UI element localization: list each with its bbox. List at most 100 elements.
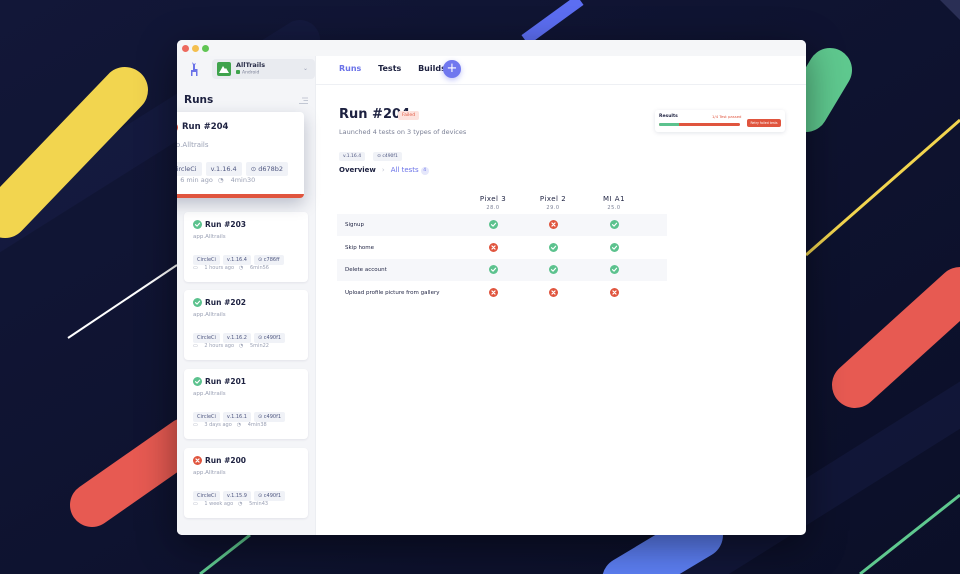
runs-heading: Runs xyxy=(184,94,214,106)
table-row[interactable]: Signup xyxy=(337,214,667,236)
project-selector[interactable]: AllTrails Android ⌄ xyxy=(212,59,315,79)
top-nav: Runs Tests Builds xyxy=(339,64,460,73)
clock-icon: ◔ xyxy=(236,422,243,428)
device-name: Pixel 3 xyxy=(479,195,507,203)
run-card-tags: CircleCi v.1.16.4 ⊙ c786ff xyxy=(193,246,287,265)
blue-stripe-bottom xyxy=(602,512,723,574)
commit-tag: ⊙ c490f1 xyxy=(373,152,402,161)
version-tag: v.1.16.1 xyxy=(222,412,251,422)
project-name: AllTrails xyxy=(236,61,266,69)
run-description: Launched 4 tests on 3 types of devices xyxy=(339,128,467,136)
github-icon: ⊙ xyxy=(258,414,264,420)
run-card-app: app.Alltrails xyxy=(193,470,226,476)
tab-builds[interactable]: Builds xyxy=(418,64,446,73)
run-card-tags: CircleCi v.1.16.2 ⊙ c490f1 xyxy=(193,324,288,343)
close-window-button[interactable] xyxy=(182,45,189,52)
header-divider xyxy=(316,84,806,85)
results-label: Results xyxy=(659,114,678,119)
add-button[interactable]: + xyxy=(443,60,461,78)
run-duration: 5min43 xyxy=(249,501,269,507)
run-card[interactable]: Run #203 app.Alltrails CircleCi v.1.16.4 ⊙ c… xyxy=(184,212,308,282)
chevron-down-icon: ⌄ xyxy=(302,65,308,72)
tab-overview[interactable]: Overview xyxy=(339,166,376,174)
check-circle-icon xyxy=(193,377,202,386)
github-icon: ⊙ xyxy=(258,335,264,341)
minimize-window-button[interactable] xyxy=(192,45,199,52)
ci-tag: CircleCi xyxy=(193,491,220,501)
project-platform: Android xyxy=(236,70,259,76)
run-card-app: app.Alltrails xyxy=(193,312,226,318)
clock-icon: ◔ xyxy=(239,265,245,271)
run-card-meta: ▭ 2 hours ago ◔ 5min22 xyxy=(193,343,274,349)
llama-logo-icon[interactable] xyxy=(189,61,201,77)
blue-line-top xyxy=(521,0,584,45)
sidebar: AllTrails Android ⌄ Runs Run #204 app.All… xyxy=(177,56,316,535)
calendar-icon: ▭ xyxy=(193,343,200,349)
ci-tag: CircleCi xyxy=(193,255,220,265)
filter-lines-icon[interactable] xyxy=(299,97,308,105)
app-window: AllTrails Android ⌄ Runs Run #204 app.All… xyxy=(177,40,806,535)
status-badge: Failed xyxy=(398,111,420,120)
run-card-app: app.Alltrails xyxy=(177,141,209,149)
table-row[interactable]: Skip home xyxy=(337,237,667,259)
run-card[interactable]: Run #200 app.Alltrails CircleCi v.1.15.9 ⊙ c… xyxy=(184,448,308,518)
x-circle-icon xyxy=(488,287,498,297)
calendar-icon: ▭ xyxy=(193,422,200,428)
run-card-meta: ▭ 6 min ago◔ 4min30 xyxy=(177,176,260,184)
ci-tag: CircleCi xyxy=(193,333,220,343)
run-card-meta: ▭ 1 hours ago ◔ 6min56 xyxy=(193,265,274,271)
run-tags: v.1.16.4 ⊙ c490f1 xyxy=(339,142,405,161)
yellow-stripe xyxy=(0,67,148,238)
retry-failed-tests-button[interactable]: Retry failed tests xyxy=(747,119,781,127)
run-duration: 5min22 xyxy=(250,343,269,349)
test-name: Skip home xyxy=(345,244,375,251)
device-column-header: Pixel 3 28.0 xyxy=(463,195,523,211)
table-row[interactable]: Delete account xyxy=(337,259,667,281)
results-passed: 1/4 Test passed xyxy=(712,114,742,119)
device-api: 29.0 xyxy=(546,205,560,211)
check-circle-icon xyxy=(548,242,558,252)
device-column-header: MI A1 25.0 xyxy=(584,195,644,211)
clock-icon: ◔ xyxy=(217,176,226,184)
red-stripe-right xyxy=(832,267,960,408)
version-tag: v.1.15.9 xyxy=(222,491,251,501)
run-card[interactable]: Run #202 app.Alltrails CircleCi v.1.16.2 ⊙ c… xyxy=(184,290,308,360)
mountain-icon xyxy=(217,62,231,76)
commit-label: c490f1 xyxy=(263,414,282,420)
run-time-ago: 3 days ago xyxy=(204,422,232,428)
run-card-title: Run #200 xyxy=(205,456,247,465)
ci-tag: CircleCi xyxy=(193,412,220,422)
x-circle-icon xyxy=(548,287,558,297)
github-icon: ⊙ xyxy=(377,154,383,159)
page-title: Run #204 xyxy=(339,107,411,122)
tab-tests[interactable]: Tests xyxy=(378,64,402,73)
run-card-app: app.Alltrails xyxy=(193,391,226,397)
x-circle-icon xyxy=(609,287,619,297)
run-card[interactable]: Run #201 app.Alltrails CircleCi v.1.16.1 ⊙ c… xyxy=(184,369,308,439)
run-subtabs: Overview › All tests 4 xyxy=(339,166,429,175)
table-row[interactable]: Upload profile picture from gallery xyxy=(337,282,667,304)
zoom-window-button[interactable] xyxy=(202,45,209,52)
tab-runs[interactable]: Runs xyxy=(339,64,362,73)
github-icon: ⊙ xyxy=(250,165,259,173)
test-name: Upload profile picture from gallery xyxy=(345,289,440,296)
x-circle-icon xyxy=(193,456,202,465)
commit-tag: ⊙ c490f1 xyxy=(254,412,286,422)
ci-tag: CircleCi xyxy=(177,162,202,176)
check-circle-icon xyxy=(488,220,498,229)
device-api: 25.0 xyxy=(607,205,621,211)
run-card-title: Run #203 xyxy=(205,220,247,229)
yellow-line-right xyxy=(805,118,960,257)
version-tag: v.1.16.2 xyxy=(222,333,251,343)
tab-all-tests[interactable]: All tests xyxy=(390,166,419,174)
run-time-ago: 1 week ago xyxy=(204,501,234,507)
tests-count-badge: 4 xyxy=(420,167,429,175)
x-circle-icon xyxy=(177,122,178,133)
x-circle-icon xyxy=(548,220,558,229)
version-tag: v.1.16.4 xyxy=(222,255,251,265)
calendar-icon: ▭ xyxy=(193,501,200,507)
device-name: Pixel 2 xyxy=(539,195,567,203)
run-card-tags: CircleCi v.1.16.1 ⊙ c490f1 xyxy=(193,403,288,422)
